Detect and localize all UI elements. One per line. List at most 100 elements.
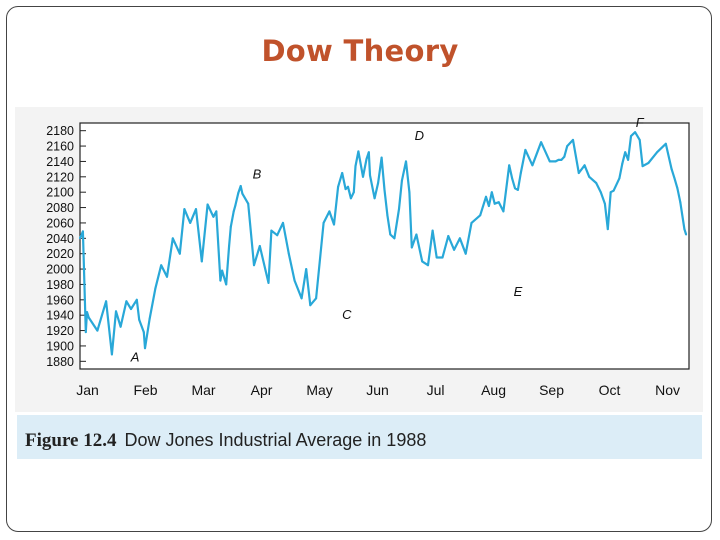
data-point <box>166 275 168 278</box>
data-point <box>144 347 146 350</box>
data-point <box>641 165 644 168</box>
data-point <box>485 195 487 198</box>
data-point <box>212 215 215 218</box>
data-point <box>79 237 81 240</box>
data-point <box>679 201 682 204</box>
data-point <box>349 197 352 200</box>
y-tick-label: 1980 <box>46 278 74 292</box>
data-point <box>96 329 99 332</box>
data-point <box>200 260 203 263</box>
y-tick-label: 2020 <box>46 247 74 261</box>
x-tick-label: Jul <box>427 382 445 398</box>
data-point <box>367 151 370 154</box>
data-point <box>293 279 296 282</box>
data-point <box>618 177 621 180</box>
data-point <box>377 182 380 184</box>
y-tick-label: 2120 <box>46 170 74 184</box>
annotation-a: A <box>130 349 140 364</box>
data-point <box>328 210 331 213</box>
data-point <box>383 188 386 191</box>
data-point <box>531 164 534 167</box>
data-point <box>685 233 688 236</box>
data-point <box>369 174 371 177</box>
data-point <box>566 145 569 148</box>
y-tick-label: 2180 <box>46 124 74 138</box>
data-point <box>84 331 87 334</box>
data-point <box>560 158 563 161</box>
data-point <box>470 221 473 224</box>
data-point <box>341 172 344 174</box>
data-point <box>502 210 505 213</box>
data-point <box>621 162 624 165</box>
figure-number: Figure 12.4 <box>25 430 117 451</box>
y-tick-label: 1960 <box>46 293 74 307</box>
data-point <box>347 185 349 188</box>
data-point <box>487 205 490 207</box>
data-point <box>453 248 456 251</box>
x-tick-label: Nov <box>655 382 680 398</box>
data-point <box>647 162 650 164</box>
data-point <box>603 202 606 205</box>
data-point <box>221 269 224 272</box>
data-point <box>524 148 527 151</box>
y-tick-label: 2100 <box>46 186 74 200</box>
y-tick-label: 1920 <box>46 324 74 338</box>
data-point <box>393 237 396 240</box>
data-point <box>415 233 418 236</box>
data-point <box>508 164 511 167</box>
data-point <box>599 191 602 194</box>
data-point <box>386 214 389 217</box>
data-point <box>630 135 632 138</box>
data-point <box>239 185 242 187</box>
figure-caption: Figure 12.4 Dow Jones Industrial Average … <box>25 430 426 452</box>
data-point <box>664 142 667 145</box>
x-axis-ticks: Jan Feb Mar Apr May Jun Jul Aug Sep Oct Nov <box>76 382 680 398</box>
data-point <box>554 160 557 163</box>
data-point <box>365 158 368 161</box>
x-tick-label: Mar <box>191 382 215 398</box>
annotation-b: B <box>253 166 262 181</box>
x-tick-label: Apr <box>251 382 273 398</box>
data-point <box>282 221 284 224</box>
data-point <box>624 151 627 154</box>
data-point <box>352 191 355 194</box>
annotation-e: E <box>514 284 523 299</box>
data-point <box>142 331 145 334</box>
data-point <box>178 252 181 255</box>
data-point <box>130 308 132 310</box>
data-point <box>315 297 318 300</box>
data-point <box>380 156 383 159</box>
data-point <box>309 304 312 307</box>
y-tick-label: 2060 <box>46 216 74 230</box>
data-point <box>206 203 209 206</box>
data-point <box>673 177 676 180</box>
data-point <box>490 191 493 194</box>
data-point <box>87 316 90 319</box>
data-point <box>400 179 403 182</box>
data-point <box>287 252 290 255</box>
y-tick-label: 1900 <box>46 339 74 353</box>
data-point <box>258 245 261 247</box>
caption-box: Figure 12.4 Dow Jones Industrial Average … <box>17 415 702 459</box>
data-point <box>264 269 267 272</box>
data-point <box>253 264 255 267</box>
data-point <box>300 297 303 300</box>
data-point <box>241 192 244 195</box>
data-point <box>234 204 237 207</box>
data-point <box>577 172 580 174</box>
data-point <box>105 300 108 303</box>
y-tick-label: 2160 <box>46 140 74 154</box>
data-point <box>588 175 591 178</box>
data-point <box>344 188 347 191</box>
data-point <box>563 155 566 158</box>
data-point <box>497 201 500 204</box>
data-point <box>357 150 360 153</box>
data-point <box>232 210 235 213</box>
data-point <box>627 158 630 161</box>
data-point <box>464 252 467 255</box>
data-point <box>493 202 496 205</box>
y-tick-label: 1880 <box>46 355 74 369</box>
data-point <box>431 229 434 232</box>
